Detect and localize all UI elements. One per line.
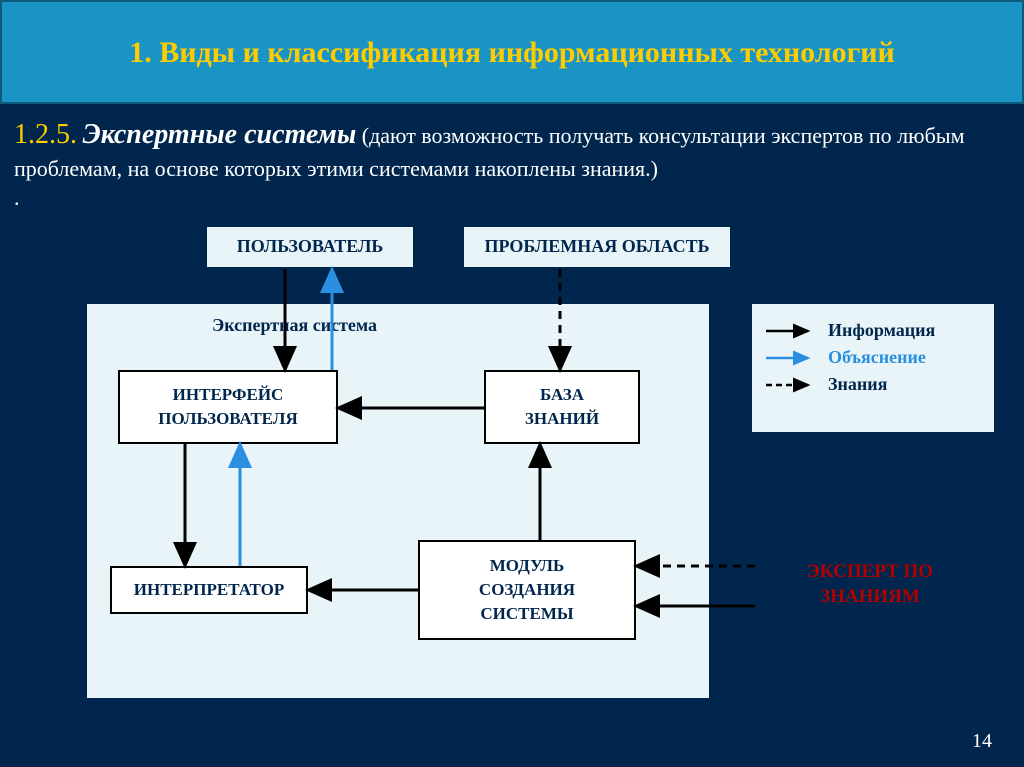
legend-label-knowledge: Знания	[828, 374, 887, 395]
node-problem-domain: ПРОБЛЕМНАЯ ОБЛАСТЬ	[462, 225, 732, 269]
node-interp-label: ИНТЕРПРЕТАТОР	[134, 578, 284, 602]
legend-box: Информация Объяснение Знания	[750, 302, 996, 434]
legend-arrow-explain-icon	[764, 348, 816, 368]
node-domain-label: ПРОБЛЕМНАЯ ОБЛАСТЬ	[484, 236, 709, 258]
node-knowledge-base: БАЗАЗНАНИЙ	[484, 370, 640, 444]
legend-row-explanation: Объяснение	[764, 347, 982, 368]
legend-label-explain: Объяснение	[828, 347, 926, 368]
node-user: ПОЛЬЗОВАТЕЛЬ	[205, 225, 415, 269]
page-number: 14	[972, 730, 992, 753]
legend-row-information: Информация	[764, 320, 982, 341]
legend-arrow-info-icon	[764, 321, 816, 341]
expert-label-text: ЭКСПЕРТ ПОЗНАНИЯМ	[807, 561, 933, 607]
node-user-label: ПОЛЬЗОВАТЕЛЬ	[237, 236, 384, 258]
diagram-canvas: ПОЛЬЗОВАТЕЛЬ ПРОБЛЕМНАЯ ОБЛАСТЬ Экспертн…	[0, 0, 1024, 767]
node-creation-module: МОДУЛЬСОЗДАНИЯСИСТЕМЫ	[418, 540, 636, 640]
legend-arrow-knowledge-icon	[764, 375, 816, 395]
node-kb-label: БАЗАЗНАНИЙ	[525, 383, 599, 431]
node-ui-label: ИНТЕРФЕЙСПОЛЬЗОВАТЕЛЯ	[158, 383, 298, 431]
node-module-label: МОДУЛЬСОЗДАНИЯСИСТЕМЫ	[479, 554, 575, 625]
node-interpreter: ИНТЕРПРЕТАТОР	[110, 566, 308, 614]
node-user-interface: ИНТЕРФЕЙСПОЛЬЗОВАТЕЛЯ	[118, 370, 338, 444]
expert-system-label: Экспертная система	[212, 315, 377, 336]
expert-label: ЭКСПЕРТ ПОЗНАНИЯМ	[770, 560, 970, 609]
legend-row-knowledge: Знания	[764, 374, 982, 395]
legend-label-info: Информация	[828, 320, 935, 341]
expert-system-container	[85, 302, 711, 700]
